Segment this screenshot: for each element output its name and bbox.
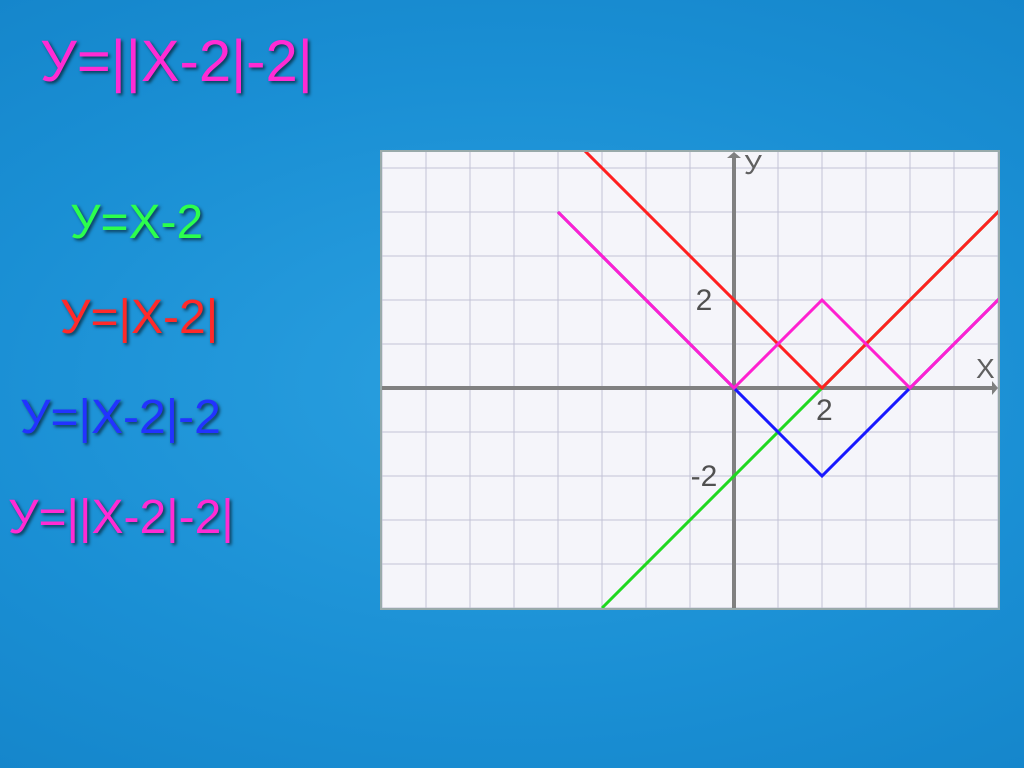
equation-magenta: У=||Х-2|-2| xyxy=(8,490,234,545)
y-axis-label: У xyxy=(744,152,762,180)
x-tick-label: 2 xyxy=(816,394,833,427)
chart-svg: Х У 2 -2 2 xyxy=(382,152,998,608)
equation-red: У=|Х-2| xyxy=(60,290,218,345)
slide-background: У=||Х-2|-2| У=Х-2 У=|Х-2| У=|Х-2|-2 У=||… xyxy=(0,0,1024,768)
equation-title: У=||Х-2|-2| xyxy=(40,28,313,95)
x-axis-label: Х xyxy=(976,353,995,384)
y-tick-label: 2 xyxy=(696,284,713,317)
y-tick-label: -2 xyxy=(691,460,718,493)
equation-green: У=Х-2 xyxy=(70,195,203,250)
chart-container: Х У 2 -2 2 xyxy=(380,150,1000,610)
equation-blue: У=|Х-2|-2 xyxy=(20,390,221,445)
